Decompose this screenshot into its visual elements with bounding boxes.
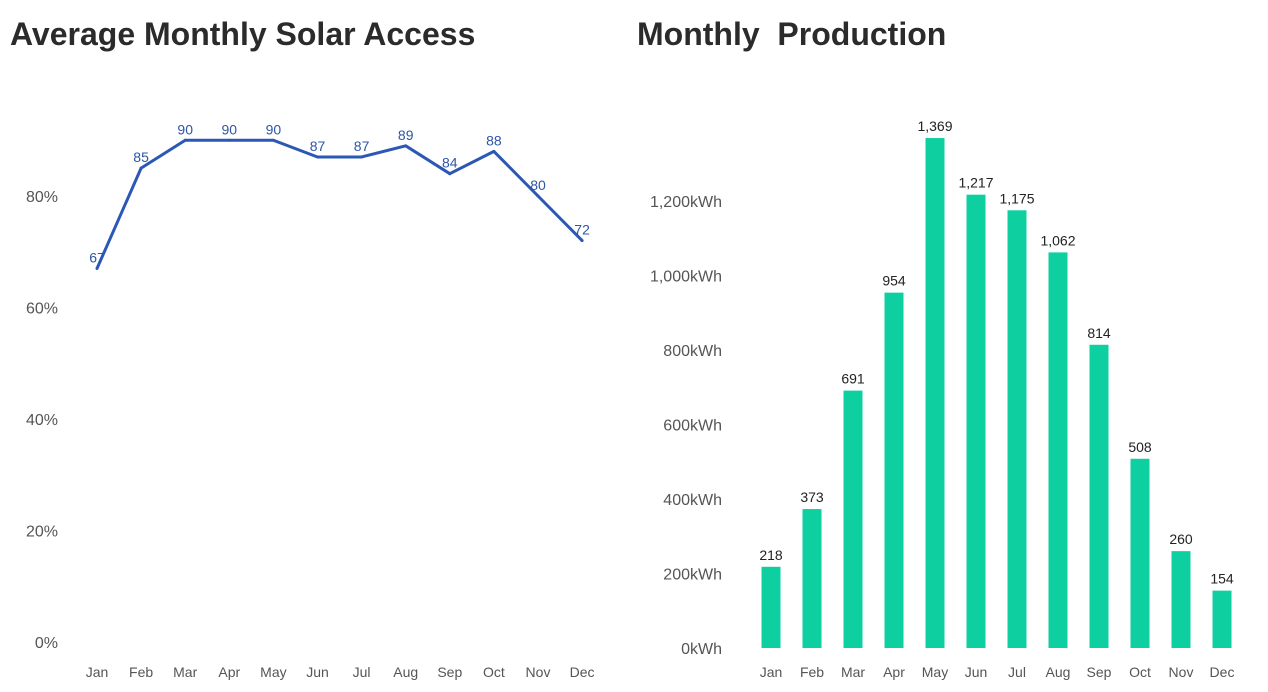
- solar-access-point: [183, 138, 187, 142]
- production-data-label: 508: [1128, 439, 1152, 455]
- production-data-label: 373: [800, 489, 824, 505]
- solar-access-y-tick-label: 20%: [26, 524, 58, 541]
- production-chart-title: Monthly Production: [637, 16, 947, 52]
- solar-access-x-tick-label: Dec: [570, 664, 595, 680]
- production-x-tick-label: Mar: [841, 664, 865, 680]
- solar-access-y-tick-label: 60%: [26, 301, 58, 318]
- solar-access-x-tick-label: Oct: [483, 664, 505, 680]
- production-data-label: 1,175: [999, 190, 1034, 206]
- production-x-tick-label: Jun: [965, 664, 988, 680]
- production-x-tick-label: Sep: [1087, 664, 1112, 680]
- solar-access-y-tick-label: 80%: [26, 189, 58, 206]
- solar-access-series-line: [95, 138, 584, 270]
- solar-access-x-tick-label: Jan: [86, 664, 109, 680]
- production-y-tick-label: 1,000kWh: [650, 269, 722, 286]
- production-bar: [925, 138, 945, 649]
- solar-access-y-tick-label: 40%: [26, 412, 58, 429]
- production-bar: [966, 194, 986, 649]
- production-x-tick-label: Jan: [760, 664, 783, 680]
- solar-access-x-tick-label: Apr: [218, 664, 240, 680]
- production-x-tick-label: Oct: [1129, 664, 1151, 680]
- production-y-tick-label: 600kWh: [663, 418, 722, 435]
- production-data-label: 1,062: [1040, 232, 1075, 248]
- production-bar: [884, 292, 904, 648]
- production-data-label: 260: [1169, 531, 1193, 547]
- production-y-tick-label: 800kWh: [663, 343, 722, 360]
- production-x-tick-label: Nov: [1169, 664, 1194, 680]
- solar-access-x-tick-label: Jun: [306, 664, 329, 680]
- solar-access-data-label: 80: [530, 177, 546, 193]
- solar-access-data-label: 90: [177, 121, 193, 137]
- production-bar: [1130, 458, 1150, 648]
- production-data-label: 1,369: [917, 118, 952, 134]
- solar-access-point: [492, 149, 496, 153]
- production-bar: [1007, 210, 1027, 648]
- production-x-tick-label: Feb: [800, 664, 824, 680]
- production-x-tick-label: May: [922, 664, 948, 680]
- production-x-tick-label: Dec: [1210, 664, 1235, 680]
- solar-access-data-label: 67: [89, 249, 105, 265]
- solar-access-data-label: 90: [222, 121, 238, 137]
- solar-access-x-tick-label: Mar: [173, 664, 197, 680]
- production-bar: [1171, 551, 1191, 648]
- production-bar: [843, 390, 863, 648]
- production-bar: [1048, 252, 1068, 648]
- production-data-label: 1,217: [958, 175, 993, 191]
- solar-access-point: [404, 144, 408, 148]
- solar-access-x-tick-label: Aug: [393, 664, 418, 680]
- solar-access-point: [316, 155, 319, 159]
- solar-access-data-label: 72: [574, 222, 590, 238]
- solar-access-point: [536, 194, 540, 198]
- solar-access-x-tick-label: Nov: [526, 664, 551, 680]
- solar-access-data-label: 87: [354, 138, 370, 154]
- production-data-label: 691: [841, 371, 865, 387]
- solar-access-point: [271, 138, 275, 142]
- solar-access-x-tick-label: May: [260, 664, 286, 680]
- production-y-tick-label: 0kWh: [681, 641, 722, 658]
- solar-access-point: [95, 266, 99, 270]
- production-data-label: 154: [1210, 571, 1234, 587]
- production-y-tick-label: 1,200kWh: [650, 194, 722, 211]
- production-data-label: 814: [1087, 325, 1111, 341]
- solar-access-point: [580, 239, 584, 243]
- solar-access-point: [448, 172, 452, 176]
- solar-access-x-tick-label: Jul: [353, 664, 371, 680]
- production-bar: [761, 566, 781, 648]
- solar-access-x-tick-label: Feb: [129, 664, 153, 680]
- solar-access-data-label: 90: [266, 121, 282, 137]
- solar-access-point: [139, 166, 143, 170]
- solar-access-y-tick-label: 0%: [35, 635, 58, 652]
- solar-access-x-tick-label: Sep: [437, 664, 462, 680]
- production-data-label: 218: [759, 547, 783, 563]
- production-bar: [1089, 344, 1109, 648]
- solar-access-point: [227, 138, 231, 142]
- production-bar: [1212, 590, 1232, 648]
- solar-access-point: [360, 155, 364, 159]
- solar-access-data-label: 87: [310, 138, 326, 154]
- solar-access-data-label: 84: [442, 155, 458, 171]
- production-bar: [802, 509, 822, 648]
- production-x-tick-label: Aug: [1046, 664, 1071, 680]
- production-x-tick-label: Jul: [1008, 664, 1026, 680]
- production-data-label: 954: [882, 273, 906, 289]
- production-y-tick-label: 200kWh: [663, 567, 722, 584]
- solar-access-chart-title: Average Monthly Solar Access: [10, 16, 476, 52]
- solar-access-data-label: 89: [398, 127, 414, 143]
- solar-access-data-label: 88: [486, 132, 502, 148]
- production-x-tick-label: Apr: [883, 664, 905, 680]
- solar-access-data-label: 85: [133, 149, 149, 165]
- production-y-tick-label: 400kWh: [663, 492, 722, 509]
